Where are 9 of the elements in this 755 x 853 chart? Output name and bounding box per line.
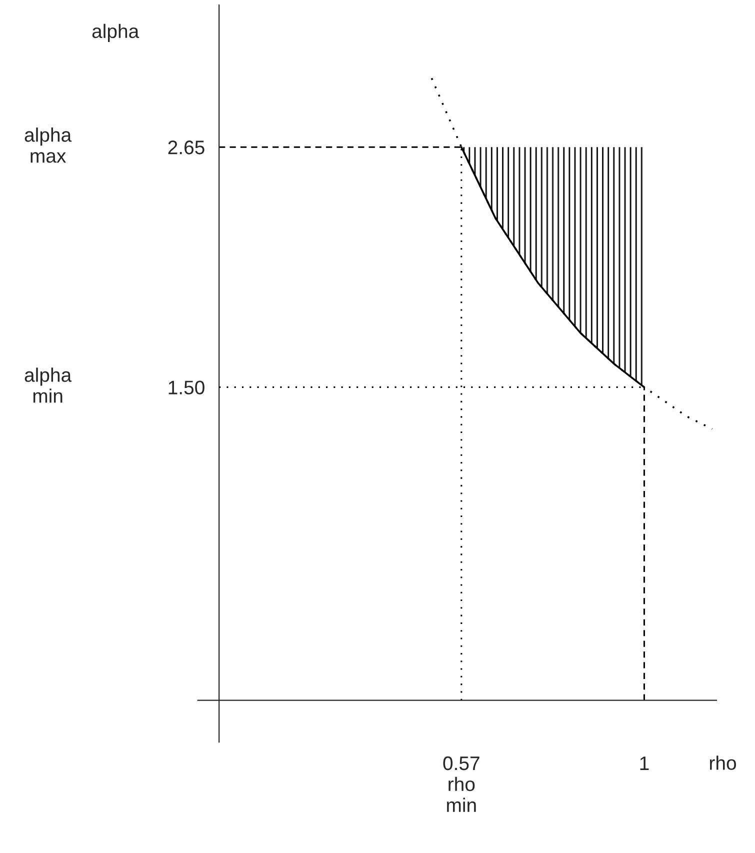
text: alpha max [24,128,72,163]
text: rho min [447,776,476,812]
x-axis-title: rho [710,756,736,770]
x-tick-label: 0.57 [443,756,480,770]
y-axis-title: alpha [92,24,140,42]
y-tick-label: 1.50 [168,380,204,394]
x-tick-label: 1 [640,756,649,770]
y-tick-label: 2.65 [168,140,204,154]
text: alpha min [24,368,72,403]
